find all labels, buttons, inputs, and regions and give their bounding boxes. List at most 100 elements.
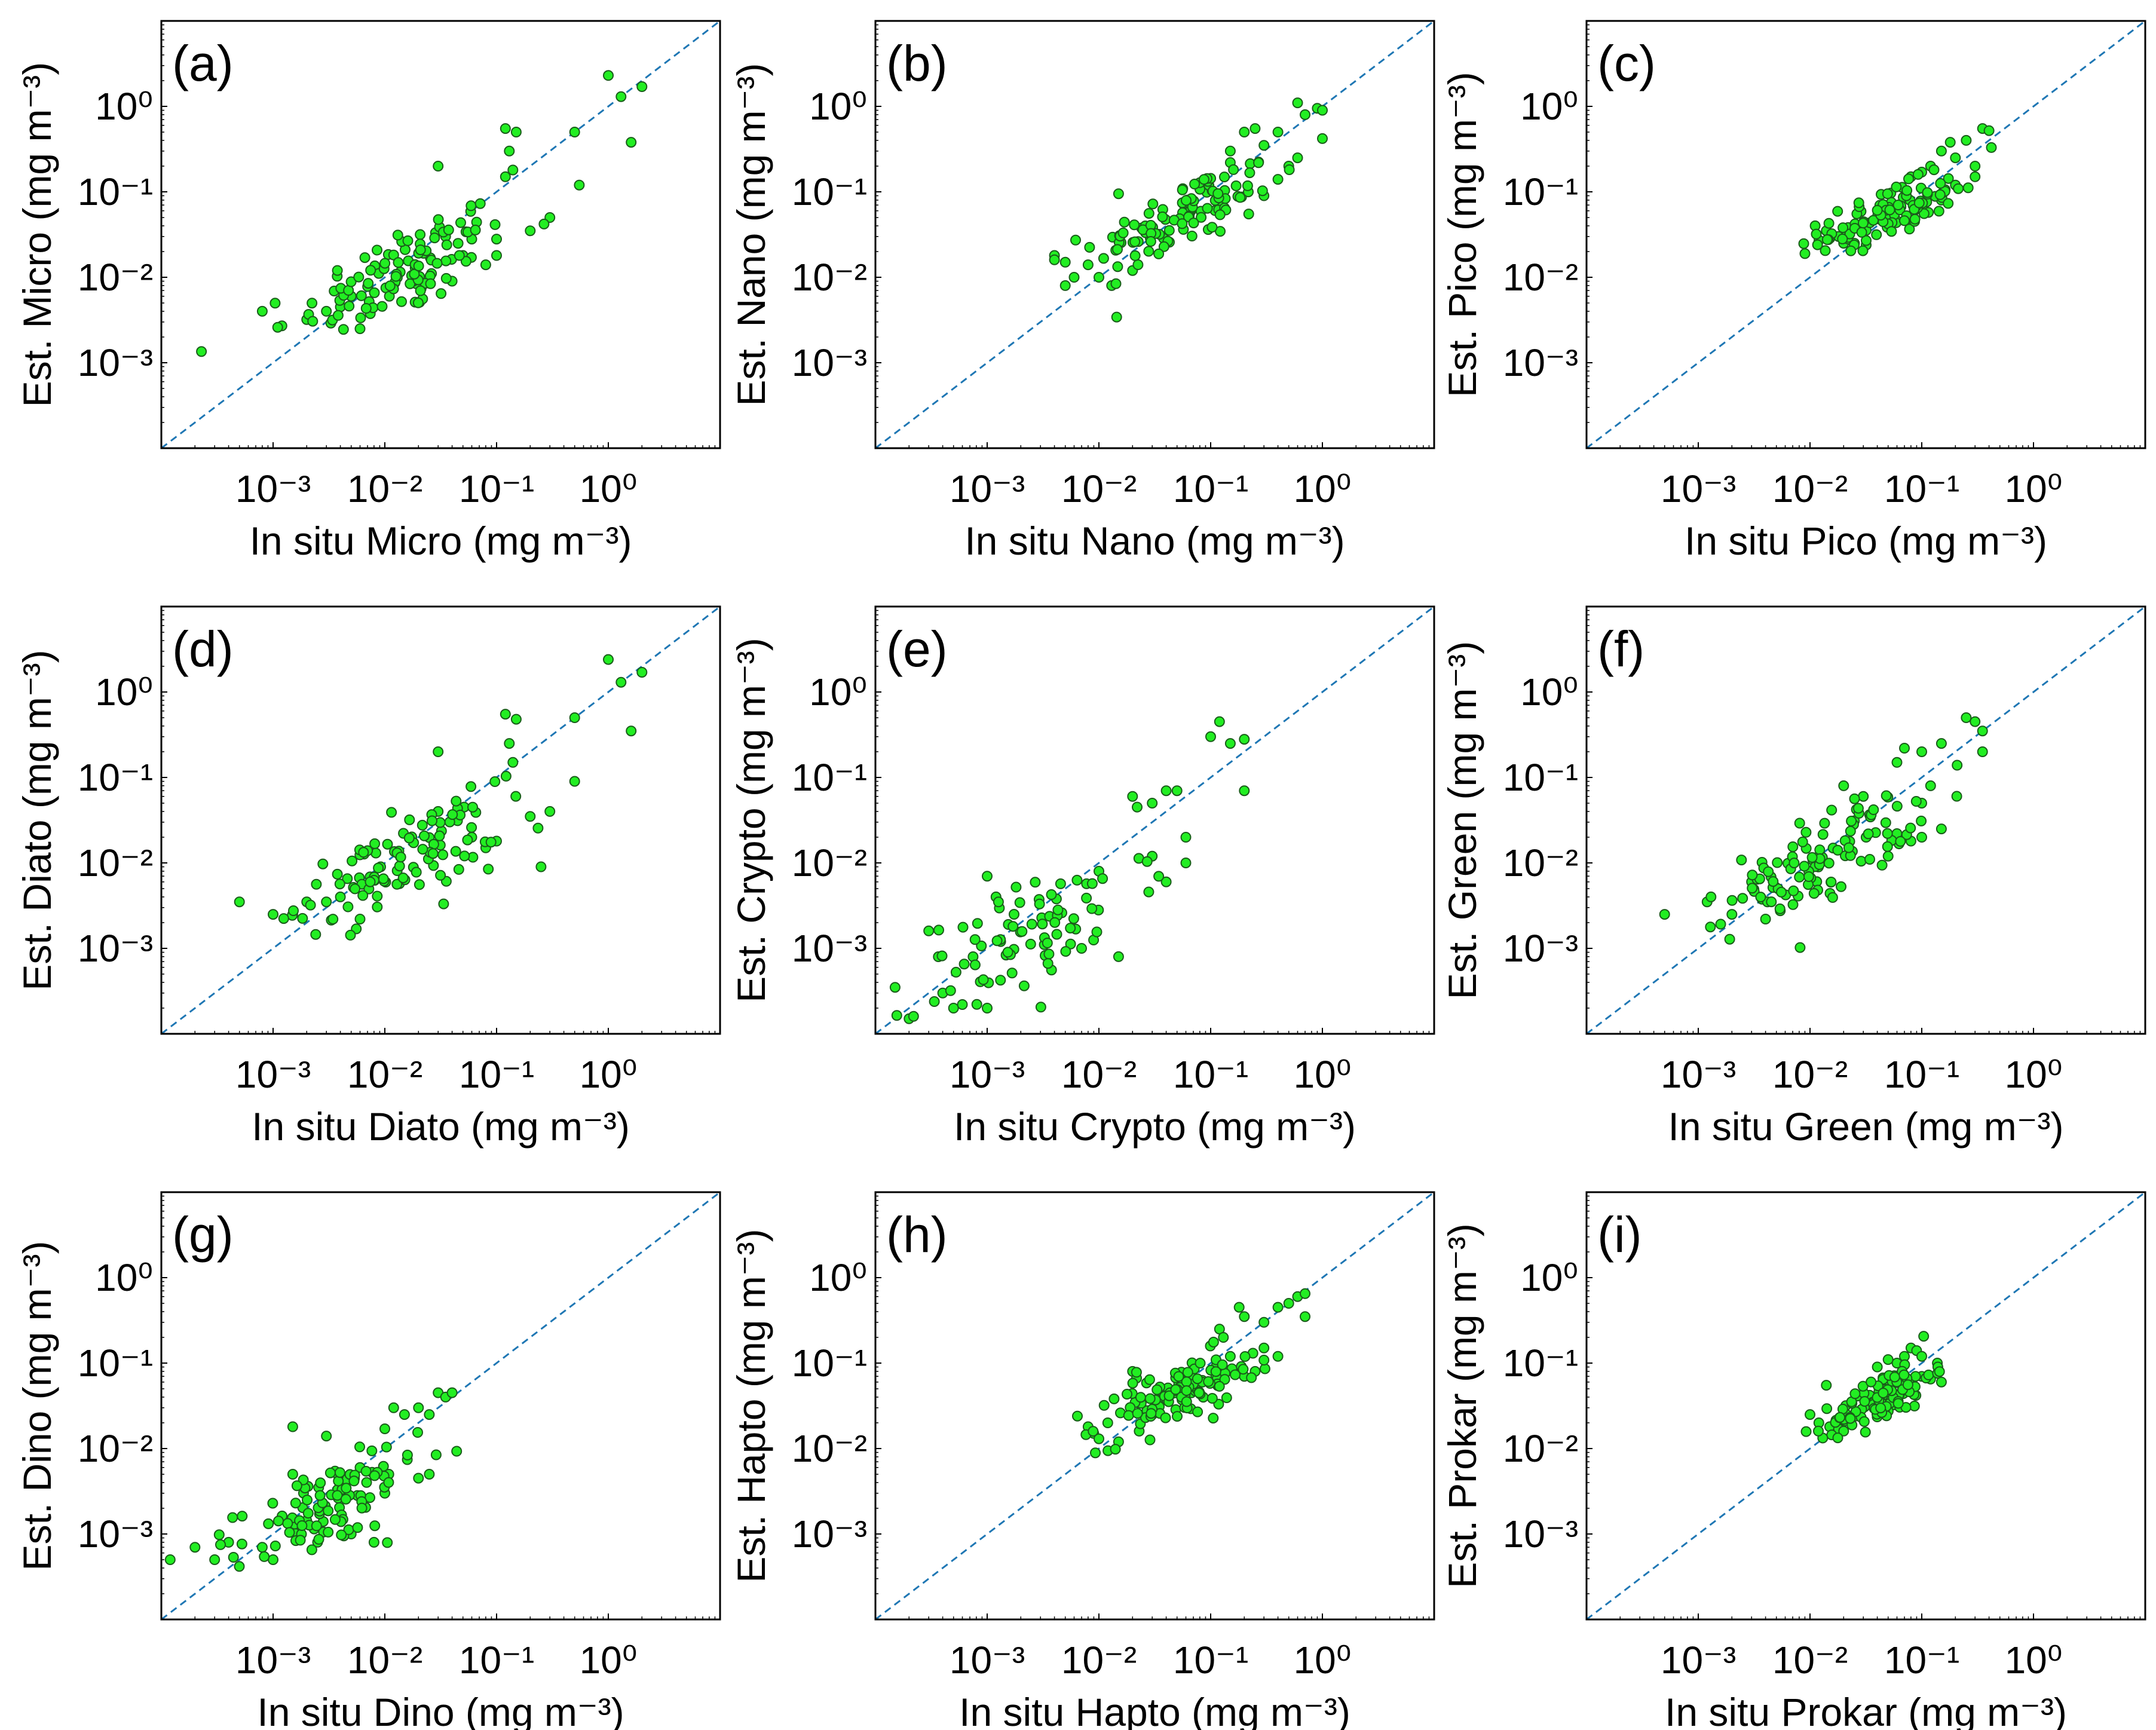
data-point (991, 935, 1003, 947)
x-tick-label: 10⁻² (1772, 1053, 1848, 1096)
data-point (357, 890, 369, 901)
data-point (424, 1409, 435, 1420)
data-point (366, 1445, 378, 1456)
x-tick-label: 10⁻² (347, 1053, 422, 1096)
data-point (360, 1466, 372, 1477)
data-point (1246, 1372, 1257, 1383)
data-point (1221, 1392, 1232, 1403)
data-point (1856, 226, 1867, 238)
data-point (982, 1003, 993, 1013)
data-point (636, 667, 648, 678)
data-point (341, 1483, 352, 1494)
data-point (1916, 746, 1927, 757)
data-point (569, 712, 580, 723)
one-to-one-line (161, 1191, 721, 1621)
data-point (500, 123, 511, 134)
data-point (1901, 185, 1913, 196)
data-point (1035, 1002, 1046, 1013)
data-point (234, 896, 245, 908)
data-point (1899, 215, 1910, 226)
x-tick-label: 10⁻³ (235, 1053, 311, 1096)
data-point (1916, 832, 1927, 843)
data-point (1051, 929, 1062, 940)
y-tick-label: 10⁻² (792, 841, 867, 884)
data-point (1951, 791, 1962, 802)
data-point (1970, 171, 1981, 182)
data-point (491, 234, 502, 245)
x-tick-label: 10⁻³ (235, 467, 311, 510)
data-point (399, 1409, 410, 1420)
data-point (1160, 785, 1172, 797)
data-point (1659, 909, 1670, 920)
data-point (1170, 1384, 1181, 1395)
data-point (489, 776, 501, 787)
data-point (1239, 1351, 1251, 1362)
data-point (1823, 218, 1835, 229)
data-point (1042, 958, 1054, 969)
data-point (1935, 177, 1946, 189)
data-point (1181, 195, 1192, 206)
data-point (1774, 903, 1786, 914)
data-point (1292, 97, 1303, 109)
data-point (1214, 209, 1226, 221)
data-point (1144, 1393, 1156, 1404)
data-point (569, 127, 580, 137)
x-tick-label: 10⁻² (1772, 467, 1848, 510)
data-point (270, 298, 281, 309)
x-tick-label: 10⁻³ (1661, 467, 1736, 510)
data-point (189, 1542, 201, 1553)
data-point (1776, 886, 1787, 898)
data-point (1755, 892, 1766, 903)
x-axis-label: In situ Dino (mg m⁻³) (257, 1690, 624, 1730)
data-point (1817, 829, 1829, 840)
data-point (1071, 874, 1083, 886)
data-point (451, 1446, 463, 1457)
data-point (1002, 947, 1013, 958)
data-point (1871, 229, 1882, 240)
data-point (510, 714, 522, 725)
data-point (1889, 1371, 1900, 1383)
data-point (504, 738, 515, 749)
x-tick-label: 10⁻³ (235, 1639, 311, 1682)
data-point (1905, 822, 1916, 834)
data-point (1233, 1302, 1245, 1313)
x-tick-label: 10⁻² (1772, 1639, 1848, 1682)
data-point (455, 217, 466, 228)
y-tick-label: 10⁻¹ (78, 756, 153, 799)
data-point (929, 996, 940, 1007)
data-point (382, 1537, 393, 1548)
data-point (459, 850, 470, 862)
data-point (1235, 192, 1246, 203)
data-point (504, 145, 515, 157)
data-point (1923, 1369, 1934, 1380)
data-point (538, 218, 550, 229)
data-point (384, 280, 396, 292)
data-point (332, 868, 343, 880)
data-point (1188, 218, 1199, 229)
data-point (236, 1538, 247, 1550)
data-point (1068, 913, 1079, 924)
data-point (1826, 877, 1837, 887)
data-point (1076, 943, 1087, 954)
data-point (1292, 152, 1303, 164)
data-point (466, 781, 477, 792)
data-point (995, 975, 1006, 986)
data-point (372, 244, 382, 256)
data-point (1849, 793, 1860, 804)
one-to-one-line (875, 605, 1435, 1035)
y-tick-label: 10⁻¹ (792, 1342, 867, 1385)
data-point (1065, 923, 1076, 934)
data-point (1049, 254, 1060, 265)
data-point (1858, 1416, 1870, 1427)
data-point (1891, 801, 1903, 812)
data-point (379, 1423, 390, 1434)
data-point (1812, 239, 1823, 250)
data-point (234, 1561, 245, 1572)
data-point (1218, 1332, 1229, 1343)
data-point (414, 879, 425, 890)
data-point (993, 896, 1004, 908)
data-point (1952, 760, 1963, 771)
data-point (332, 310, 344, 321)
y-axis-label: Est. Prokar (mg m⁻³) (1440, 1223, 1484, 1588)
data-point (1016, 926, 1028, 937)
